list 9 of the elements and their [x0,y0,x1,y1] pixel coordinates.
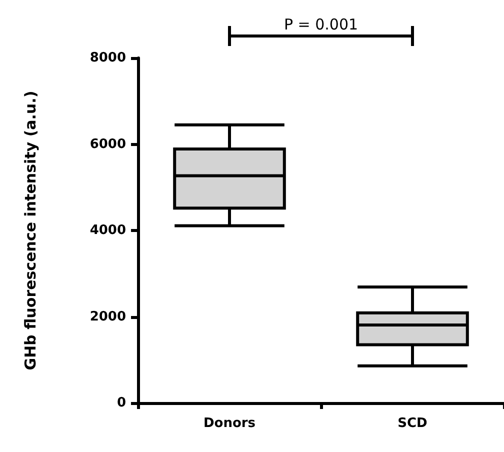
x-tick-label: Donors [203,416,256,431]
y-tick-label: 4000 [90,223,126,238]
y-tick-label: 0 [116,396,126,410]
y-tick-label: 2000 [90,309,126,324]
y-axis-title: GHb fluorescence intensity (a.u.) [22,90,40,370]
y-tick-label: 6000 [90,136,126,152]
x-tick-label: SCD [398,416,428,431]
y-tick-label: 8000 [90,50,126,66]
text: P = 0.001 [284,16,358,34]
